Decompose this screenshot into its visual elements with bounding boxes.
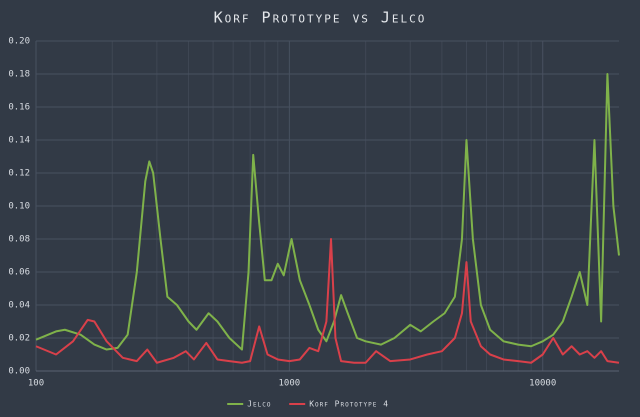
y-tick-label: 0.08 — [8, 235, 30, 245]
y-tick-label: 0.02 — [8, 334, 30, 344]
y-tick-label: 0.06 — [8, 268, 30, 278]
y-tick-label: 0.00 — [8, 367, 30, 377]
x-tick-label: 10000 — [529, 379, 556, 389]
y-tick-label: 0.20 — [8, 37, 30, 47]
y-tick-label: 0.18 — [8, 70, 30, 80]
line-series — [35, 238, 620, 364]
chart-title: Korf Prototype vs Jelco — [214, 9, 427, 27]
legend-label: Jelco — [247, 400, 271, 409]
y-tick-label: 0.16 — [8, 103, 30, 113]
y-tick-label: 0.04 — [8, 301, 30, 311]
x-tick-label: 100 — [28, 379, 44, 389]
y-tick-label: 0.10 — [8, 202, 30, 212]
x-tick-label: 1000 — [279, 379, 301, 389]
y-tick-label: 0.12 — [8, 169, 30, 179]
y-tick-label: 0.14 — [8, 136, 30, 146]
legend-label: Korf Prototype 4 — [309, 400, 389, 409]
